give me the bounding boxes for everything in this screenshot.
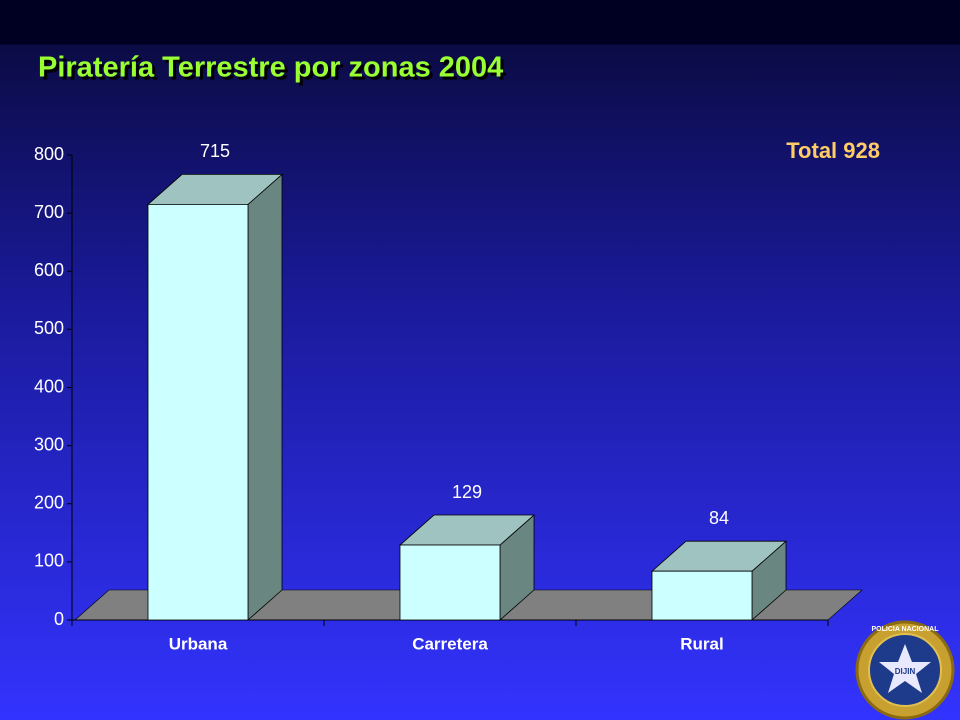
x-tick-label: Urbana	[169, 634, 228, 653]
y-tick-label: 400	[34, 376, 64, 396]
y-tick-label: 0	[54, 609, 64, 629]
chart-title-shadow: Piratería Terrestre por zonas 2004	[41, 55, 506, 87]
y-tick-label: 500	[34, 318, 64, 338]
annotation: Total 928	[786, 138, 880, 163]
value-label: 84	[709, 508, 729, 528]
bar	[147, 204, 249, 621]
logo-text: DIJIN	[895, 667, 916, 676]
logo: DIJIN POLICIA NACIONAL	[855, 620, 955, 720]
y-tick-label: 200	[34, 493, 64, 513]
bar	[651, 570, 753, 621]
y-tick-label: 100	[34, 551, 64, 571]
y-tick-label: 700	[34, 202, 64, 222]
bar-side	[247, 173, 283, 621]
value-label: 715	[200, 141, 230, 161]
chart-title: Piratería Terrestre por zonas 2004	[38, 52, 503, 84]
logo-text: POLICIA NACIONAL	[871, 626, 939, 633]
value-label: 129	[452, 482, 482, 502]
x-tick-label: Rural	[680, 634, 723, 653]
y-tick-label: 800	[34, 144, 64, 164]
bar	[399, 544, 501, 621]
y-tick-label: 300	[34, 434, 64, 454]
y-tick-label: 600	[34, 260, 64, 280]
x-tick-label: Carretera	[412, 634, 488, 653]
logo-star	[879, 644, 931, 693]
